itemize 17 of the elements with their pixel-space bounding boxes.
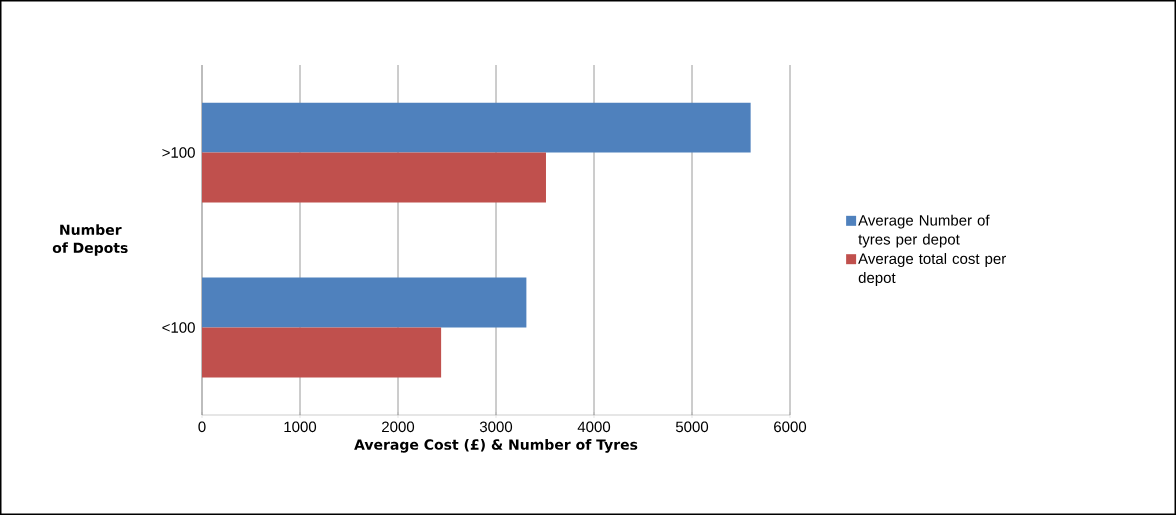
bar <box>202 102 751 153</box>
y-tick-label: >100 <box>162 147 195 158</box>
x-tick-label: 2000 <box>382 421 415 433</box>
x-tick-label: 5000 <box>675 421 709 433</box>
bar <box>202 277 527 328</box>
x-tick-label: 1000 <box>284 421 317 433</box>
y-tick-label: <100 <box>162 322 195 333</box>
legend-label: Average total cost per depot <box>858 253 1006 286</box>
legend-label: Average Number of tyres per depot <box>858 214 990 248</box>
x-tick-label: 4000 <box>577 421 611 433</box>
x-tick-label: 3000 <box>479 421 513 433</box>
x-axis-title: Average Cost (£) & Number of Tyres <box>354 439 638 453</box>
x-tick-label: 0 <box>198 421 206 433</box>
bar <box>202 327 442 378</box>
bar <box>202 152 546 203</box>
x-tick-label: 6000 <box>774 421 807 433</box>
y-axis-title: Number of Depots <box>52 224 128 256</box>
